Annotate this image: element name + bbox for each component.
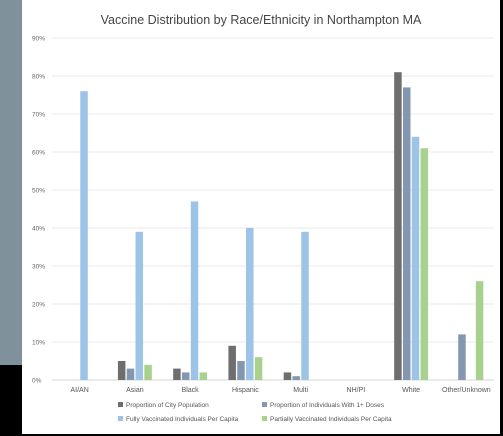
side-panel (0, 0, 22, 365)
legend-label: Partially Vaccinated Individuals Per Cap… (270, 416, 392, 423)
bar (458, 334, 466, 380)
bar (199, 372, 208, 380)
bar (228, 345, 236, 380)
legend-swatch (118, 416, 123, 421)
legend-label: Proportion of City Population (126, 402, 209, 409)
chart-card: Vaccine Distribution by Race/Ethnicity i… (22, 0, 500, 434)
y-tick-label: 40% (32, 226, 45, 233)
bar (402, 87, 411, 381)
x-category-label: White (402, 387, 420, 394)
x-axis-categories: AI/AN Asian Black Hispanic Multi NH/PI White Ot… (70, 387, 490, 394)
bar (394, 72, 402, 380)
legend-label: Fully Vaccinated Individuals Per Capita (126, 416, 239, 423)
bar (173, 368, 181, 380)
bar (411, 136, 420, 380)
bar (292, 376, 300, 380)
x-category-label: Black (182, 387, 200, 394)
y-tick-label: 0% (32, 378, 42, 385)
y-tick-label: 20% (32, 302, 45, 309)
legend-swatch (262, 402, 267, 407)
legend-swatch (118, 402, 123, 407)
bar (144, 364, 152, 380)
y-tick-label: 10% (32, 340, 45, 347)
y-tick-label: 70% (32, 112, 45, 119)
bar (135, 231, 144, 380)
y-tick-label: 60% (32, 150, 45, 157)
y-axis-ticks: 0% 10% 20% 30% 40% 50% 60% 70% 80% 90% (32, 36, 45, 385)
bar (283, 372, 292, 380)
bar (475, 281, 484, 380)
bar (254, 357, 263, 380)
legend-label: Proportion of Individuals With 1+ Doses (270, 402, 385, 409)
x-category-label: Asian (126, 387, 144, 394)
bar (301, 231, 309, 380)
bar-chart: Vaccine Distribution by Race/Ethnicity i… (32, 13, 494, 423)
x-category-label: Multi (293, 387, 308, 394)
y-tick-label: 50% (32, 188, 45, 195)
x-category-label: Hispanic (232, 387, 259, 394)
bar (420, 148, 429, 380)
x-category-label: NH/PI (347, 387, 366, 394)
chart-title: Vaccine Distribution by Race/Ethnicity i… (101, 13, 422, 27)
bar (117, 361, 126, 380)
bar (237, 361, 245, 380)
y-tick-label: 90% (32, 36, 45, 43)
x-category-label: Other/Unknown (442, 387, 491, 394)
bar (246, 228, 254, 380)
gridlines (52, 37, 494, 381)
legend: Proportion of City Population Proportion … (118, 402, 392, 423)
legend-swatch (262, 416, 267, 421)
bar (190, 201, 199, 380)
y-tick-label: 30% (32, 264, 45, 271)
bar (126, 368, 135, 380)
bar (80, 91, 88, 380)
bar (181, 372, 190, 380)
y-tick-label: 80% (32, 74, 45, 81)
bars (80, 72, 484, 381)
x-category-label: AI/AN (70, 387, 88, 394)
